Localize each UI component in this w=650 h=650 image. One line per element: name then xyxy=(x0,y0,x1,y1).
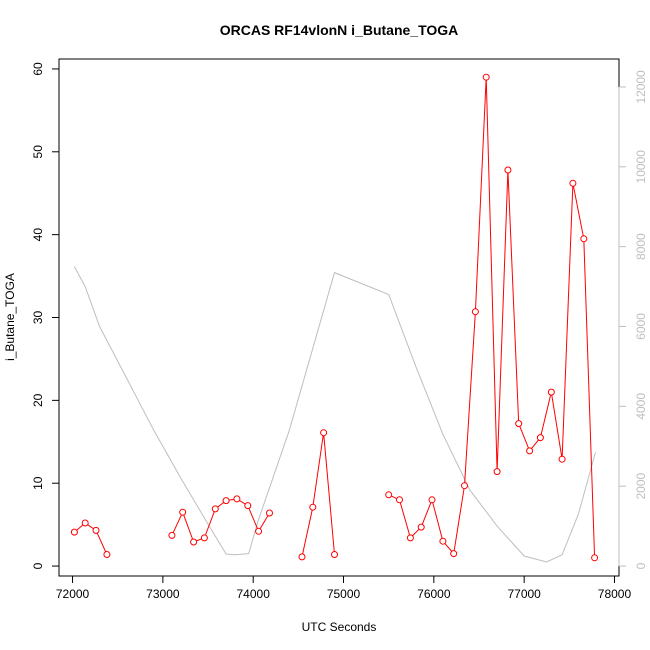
series-red-line xyxy=(74,522,108,555)
data-point xyxy=(396,496,403,504)
x-tick-label: 75000 xyxy=(327,587,361,601)
series-red-line xyxy=(171,498,270,543)
x-tick-label: 72000 xyxy=(56,587,90,601)
data-point xyxy=(428,496,436,504)
y-tick-label: 40 xyxy=(31,228,45,242)
x-tick-label: 76000 xyxy=(417,587,451,601)
y2-tick-label: 6000 xyxy=(634,313,648,340)
y-tick-label: 0 xyxy=(31,562,45,569)
data-point xyxy=(591,554,599,562)
y2-tick-label: 0 xyxy=(634,562,648,569)
data-point xyxy=(493,468,501,476)
data-point xyxy=(450,550,458,558)
data-point xyxy=(200,534,208,542)
data-point xyxy=(70,528,78,536)
data-point xyxy=(331,551,338,558)
data-point xyxy=(92,526,100,534)
data-point xyxy=(255,527,263,535)
y-tick-label: 10 xyxy=(31,476,45,490)
x-tick-label: 77000 xyxy=(507,587,541,601)
plot-area xyxy=(70,73,599,563)
data-point xyxy=(211,505,219,513)
y-axis-right: 0 2000 4000 6000 8000 10000 12000 xyxy=(618,70,648,569)
data-point xyxy=(580,235,588,243)
y-axis-left: 0 10 20 30 40 50 60 xyxy=(31,62,60,569)
data-point xyxy=(320,429,328,437)
data-point xyxy=(179,508,187,516)
y2-tick-label: 2000 xyxy=(634,473,648,500)
x-tick-label: 74000 xyxy=(237,587,271,601)
series-red-line xyxy=(388,77,596,558)
data-point xyxy=(439,537,447,545)
data-point xyxy=(406,534,414,542)
data-point xyxy=(222,497,230,505)
chart-title: ORCAS RF14vlonN i_Butane_TOGA xyxy=(220,22,459,38)
data-point xyxy=(385,491,393,499)
y2-tick-label: 10000 xyxy=(634,150,648,184)
data-point xyxy=(461,482,468,490)
data-point xyxy=(266,509,273,517)
data-point xyxy=(190,538,198,546)
data-point xyxy=(536,434,544,442)
data-point xyxy=(547,388,555,396)
data-point xyxy=(482,73,490,81)
y-axis-label: i_Butane_TOGA xyxy=(3,273,17,361)
data-point xyxy=(526,447,534,455)
plot-frame xyxy=(58,58,620,577)
y-tick-label: 20 xyxy=(31,393,45,407)
series-gray-line xyxy=(73,266,596,563)
y-tick-label: 30 xyxy=(31,311,45,325)
x-tick-label: 78000 xyxy=(598,587,632,601)
x-tick-label: 73000 xyxy=(146,587,180,601)
y2-tick-label: 8000 xyxy=(634,233,648,260)
data-point xyxy=(309,503,317,511)
y2-tick-label: 4000 xyxy=(634,393,648,420)
data-point xyxy=(103,551,111,558)
y-tick-label: 50 xyxy=(31,145,45,159)
data-point xyxy=(168,531,176,539)
data-point xyxy=(417,523,425,531)
data-point xyxy=(558,455,566,463)
y2-tick-label: 12000 xyxy=(634,70,648,104)
y-tick-label: 60 xyxy=(31,62,45,76)
x-axis: 72000 73000 74000 75000 76000 77000 78000 xyxy=(56,575,632,601)
data-point xyxy=(298,553,306,561)
data-point xyxy=(504,166,512,174)
data-point xyxy=(471,308,479,316)
data-point xyxy=(515,420,523,428)
data-point xyxy=(244,502,252,510)
data-point xyxy=(569,179,577,187)
x-axis-label: UTC Seconds xyxy=(302,620,377,634)
series-red-line xyxy=(301,432,335,558)
data-point xyxy=(81,519,89,527)
data-point xyxy=(233,495,241,503)
